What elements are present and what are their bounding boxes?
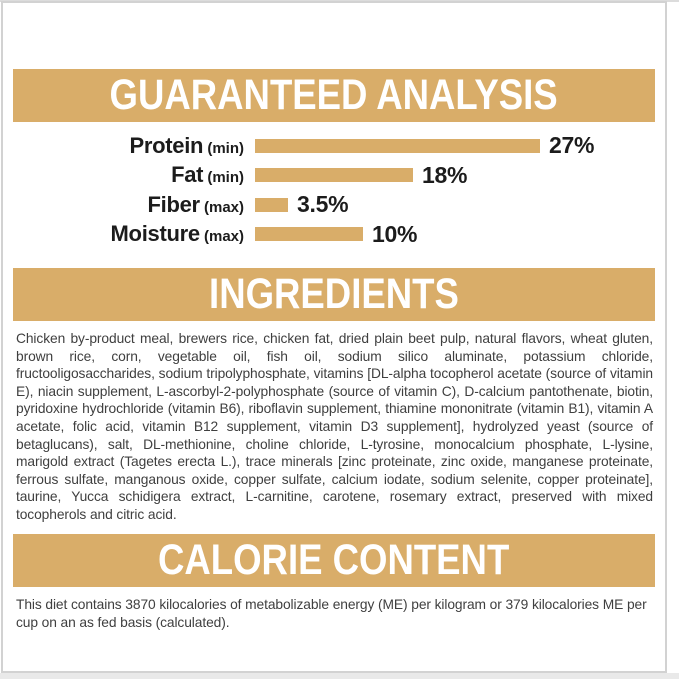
ga-row-fat: Fat (min) 18% xyxy=(3,161,665,191)
ga-row-moisture: Moisture (max) 10% xyxy=(3,220,665,250)
pet-food-label-card: GUARANTEED ANALYSIS Protein (min) 27% Fat … xyxy=(1,1,667,673)
ga-row-label: Protein (min) xyxy=(3,133,244,159)
calorie-content-text: This diet contains 3870 kilocalories of … xyxy=(16,596,647,631)
ga-category-qualifier: (min) xyxy=(203,169,244,187)
guaranteed-analysis-title: GUARANTEED ANALYSIS xyxy=(109,71,559,119)
ga-bar xyxy=(255,227,363,242)
ingredients-text: Chicken by-product meal, brewers rice, c… xyxy=(16,331,653,522)
calorie-content-header: CALORIE CONTENT xyxy=(13,533,655,587)
ga-bar xyxy=(255,197,288,212)
ga-row-label: Fat (min) xyxy=(3,162,244,188)
ga-category-name: Moisture xyxy=(110,221,201,247)
ingredients-header: INGREDIENTS xyxy=(13,268,655,321)
ga-value: 10% xyxy=(372,220,418,247)
ga-value: 3.5% xyxy=(297,191,349,218)
ga-row-fiber: Fiber (max) 3.5% xyxy=(3,190,665,220)
ga-value: 27% xyxy=(549,132,595,159)
ga-category-name: Fat xyxy=(171,162,204,188)
ga-category-name: Protein xyxy=(129,132,204,158)
page-bottom-strip xyxy=(0,673,679,679)
ga-row-label: Moisture (max) xyxy=(3,221,244,247)
ga-category-name: Fiber xyxy=(147,191,201,217)
ga-bar xyxy=(255,168,413,183)
ga-row-protein: Protein (min) 27% xyxy=(3,131,665,161)
ingredients-title: INGREDIENTS xyxy=(209,270,459,318)
ga-category-qualifier: (min) xyxy=(203,139,244,157)
ga-value: 18% xyxy=(422,161,468,188)
ga-category-qualifier: (max) xyxy=(199,198,244,216)
ga-row-label: Fiber (max) xyxy=(3,192,244,218)
ga-bar xyxy=(255,138,540,153)
calorie-content-title: CALORIE CONTENT xyxy=(158,535,510,584)
guaranteed-analysis-chart: Protein (min) 27% Fat (min) 18% Fiber (max) 3… xyxy=(3,131,665,249)
guaranteed-analysis-header: GUARANTEED ANALYSIS xyxy=(13,69,655,122)
ga-category-qualifier: (max) xyxy=(199,228,244,246)
